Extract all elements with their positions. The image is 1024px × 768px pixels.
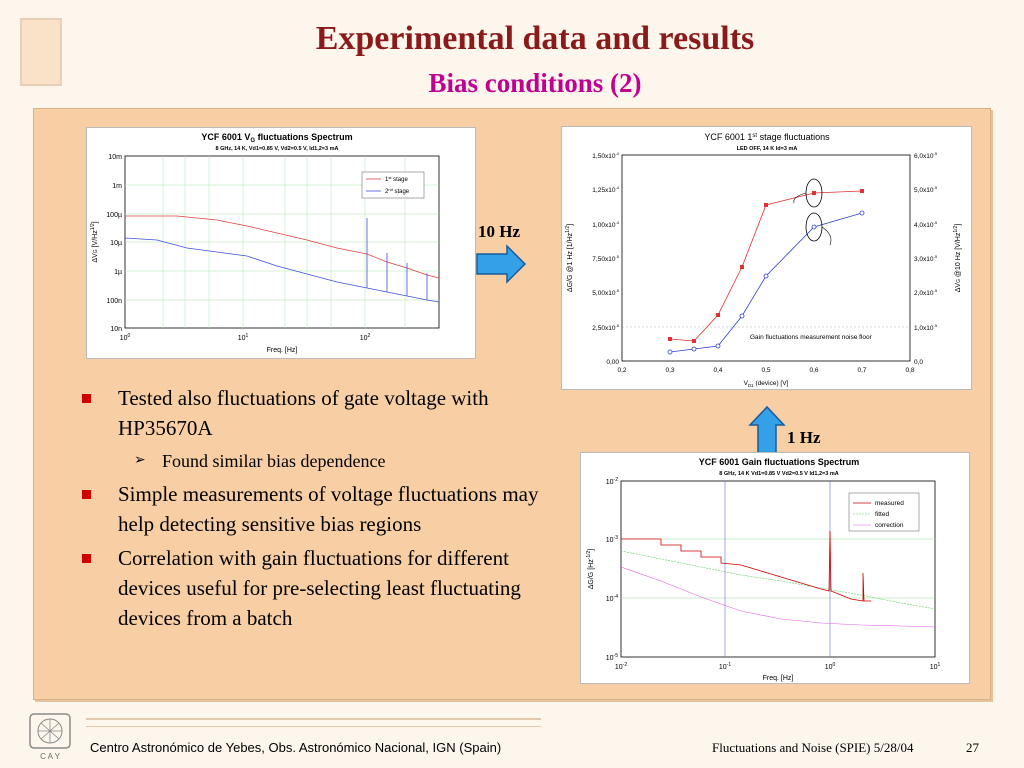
svg-text:7,50x10-5: 7,50x10-5 bbox=[592, 254, 619, 263]
svg-text:10-4: 10-4 bbox=[606, 594, 618, 603]
svg-text:measured: measured bbox=[875, 500, 904, 507]
series-gain bbox=[669, 190, 863, 342]
bullet-marker bbox=[82, 394, 91, 403]
svg-text:3,0x10-5: 3,0x10-5 bbox=[914, 254, 938, 263]
footer-divider bbox=[86, 726, 541, 727]
svg-text:1,25x10-4: 1,25x10-4 bbox=[592, 185, 619, 194]
svg-text:10m: 10m bbox=[108, 154, 122, 161]
svg-text:0,6: 0,6 bbox=[809, 367, 818, 374]
svg-text:1,00x10-4: 1,00x10-4 bbox=[592, 220, 619, 229]
svg-text:101: 101 bbox=[930, 662, 941, 671]
svg-text:Gain fluctuations measurement: Gain fluctuations measurement noise floo… bbox=[750, 334, 873, 341]
series-correction bbox=[620, 566, 936, 628]
svg-text:10µ: 10µ bbox=[110, 240, 122, 247]
svg-text:2nd stage: 2nd stage bbox=[385, 187, 410, 195]
series-fitted bbox=[620, 550, 936, 610]
svg-text:1st stage: 1st stage bbox=[385, 175, 408, 183]
svg-text:Freq. [Hz]: Freq. [Hz] bbox=[267, 347, 298, 354]
svg-text:2,0x10-5: 2,0x10-5 bbox=[914, 288, 938, 297]
svg-text:6,0x10-5: 6,0x10-5 bbox=[914, 151, 938, 160]
series-vg bbox=[669, 212, 863, 353]
footer-event: Fluctuations and Noise (SPIE) 5/28/04 bbox=[712, 740, 914, 755]
up-arrow-icon bbox=[748, 405, 786, 456]
chart-title: YCF 6001 1st stage fluctuations bbox=[704, 132, 830, 142]
page-number: 27 bbox=[966, 740, 979, 755]
chart-title: YCF 6001 Gain fluctuations Spectrum bbox=[699, 457, 860, 467]
stage-fluctuations-chart: YCF 6001 1st stage fluctuations LED OFF,… bbox=[561, 126, 972, 390]
chart-legend bbox=[848, 492, 920, 532]
svg-text:0,8: 0,8 bbox=[905, 367, 914, 374]
svg-text:4,0x10-5: 4,0x10-5 bbox=[914, 220, 938, 229]
svg-text:0,3: 0,3 bbox=[665, 367, 674, 374]
svg-text:10-2: 10-2 bbox=[606, 477, 618, 486]
svg-text:1m: 1m bbox=[112, 183, 122, 190]
sub-bullet-item: ➢ Found similar bias dependence bbox=[78, 447, 553, 475]
vg-spectrum-chart: YCF 6001 VG fluctuations Spectrum 8 GHz,… bbox=[86, 127, 476, 359]
bullet-item: Tested also fluctuations of gate voltage… bbox=[78, 383, 553, 443]
svg-text:Freq. [Hz]: Freq. [Hz] bbox=[763, 675, 794, 682]
chart-subtitle: 8 GHz, 14 K Vd1=0.85 V Vd2=0.5 V Id1,2=3… bbox=[719, 471, 838, 477]
svg-text:5,00x10-5: 5,00x10-5 bbox=[592, 288, 619, 297]
arrow-label-1hz: 1 Hz bbox=[787, 428, 821, 447]
decorative-box bbox=[20, 18, 62, 86]
bullet-item: Correlation with gain fluctuations for d… bbox=[78, 543, 553, 633]
slide-subtitle: Bias conditions (2) bbox=[428, 68, 642, 98]
svg-text:0,5: 0,5 bbox=[761, 367, 770, 374]
right-arrow-icon bbox=[476, 244, 527, 284]
svg-text:ΔVG @10 Hz [V/Hz1/2]: ΔVG @10 Hz [V/Hz1/2] bbox=[953, 224, 962, 293]
svg-text:0,0: 0,0 bbox=[914, 359, 923, 366]
svg-text:101: 101 bbox=[238, 333, 249, 342]
series-1st-stage bbox=[125, 215, 440, 279]
series-measured bbox=[621, 530, 871, 602]
series-2nd-stage bbox=[124, 237, 440, 303]
svg-text:100: 100 bbox=[120, 333, 131, 342]
svg-text:10-2: 10-2 bbox=[615, 662, 627, 671]
svg-text:0,2: 0,2 bbox=[617, 367, 626, 374]
chart-subtitle: 8 GHz, 14 K, Vd1=0.85 V, Vd2=0.5 V, Id1,… bbox=[216, 146, 339, 152]
svg-text:VD1 (device) [V]: VD1 (device) [V] bbox=[744, 380, 789, 388]
chevron-right-icon: ➢ bbox=[134, 453, 146, 468]
footer-institution: Centro Astronómico de Yebes, Obs. Astron… bbox=[90, 740, 502, 755]
bullet-text: Correlation with gain fluctuations for d… bbox=[118, 546, 521, 630]
svg-text:1,50x10-4: 1,50x10-4 bbox=[592, 151, 619, 160]
svg-text:100: 100 bbox=[825, 662, 836, 671]
svg-text:ΔG/G @1 Hz [1/Hz1/2]: ΔG/G @1 Hz [1/Hz1/2] bbox=[565, 224, 574, 292]
arrow-label-10hz: 10 Hz bbox=[478, 222, 521, 241]
svg-text:ΔVG [V/Hz1/2]: ΔVG [V/Hz1/2] bbox=[90, 221, 99, 262]
svg-text:fitted: fitted bbox=[875, 511, 889, 518]
svg-text:100µ: 100µ bbox=[106, 212, 122, 219]
sub-bullet-text: Found similar bias dependence bbox=[162, 451, 386, 471]
chart-title: YCF 6001 VG fluctuations Spectrum bbox=[201, 132, 352, 144]
bullet-text: Simple measurements of voltage fluctuati… bbox=[118, 482, 539, 536]
svg-text:1,0x10-5: 1,0x10-5 bbox=[914, 323, 938, 332]
bullet-marker bbox=[82, 554, 91, 563]
svg-text:0,00: 0,00 bbox=[606, 359, 619, 366]
svg-text:102: 102 bbox=[360, 333, 371, 342]
chart-legend bbox=[361, 171, 425, 199]
bullet-item: Simple measurements of voltage fluctuati… bbox=[78, 479, 553, 539]
svg-text:10-5: 10-5 bbox=[606, 653, 618, 662]
svg-text:correction: correction bbox=[875, 522, 904, 529]
svg-text:0,7: 0,7 bbox=[857, 367, 866, 374]
footer-divider bbox=[86, 718, 541, 720]
svg-text:10-3: 10-3 bbox=[606, 535, 618, 544]
bullet-list: Tested also fluctuations of gate voltage… bbox=[78, 383, 553, 637]
svg-text:10n: 10n bbox=[110, 326, 122, 333]
svg-text:C A Y: C A Y bbox=[40, 752, 61, 761]
svg-text:1µ: 1µ bbox=[114, 269, 122, 276]
svg-text:2,50x10-5: 2,50x10-5 bbox=[592, 323, 619, 332]
gain-spectrum-chart: YCF 6001 Gain fluctuations Spectrum 8 GH… bbox=[580, 452, 970, 684]
svg-text:ΔG/G [Hz-1/2]: ΔG/G [Hz-1/2] bbox=[586, 549, 595, 590]
slide-title: Experimental data and results bbox=[315, 20, 755, 57]
svg-text:10-1: 10-1 bbox=[719, 662, 731, 671]
svg-text:0,4: 0,4 bbox=[713, 367, 722, 374]
bullet-marker bbox=[82, 490, 91, 499]
svg-text:5,0x10-5: 5,0x10-5 bbox=[914, 185, 938, 194]
chart-subtitle: LED OFF, 14 K Id=3 mA bbox=[737, 146, 798, 152]
bullet-text: Tested also fluctuations of gate voltage… bbox=[118, 386, 489, 440]
cay-logo-icon: C A Y bbox=[29, 713, 71, 761]
svg-text:100n: 100n bbox=[106, 298, 122, 305]
